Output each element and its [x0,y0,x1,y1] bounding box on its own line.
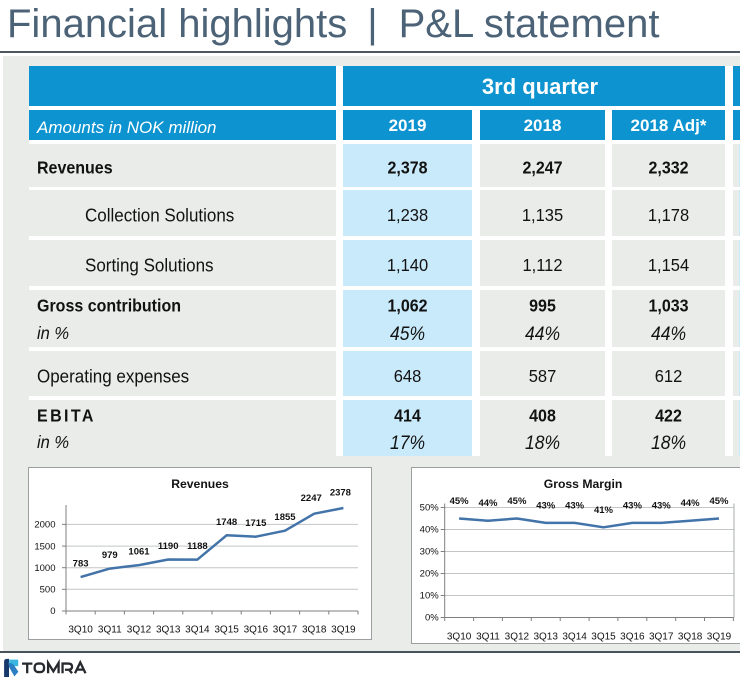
svg-text:3Q18: 3Q18 [302,625,327,636]
svg-text:1855: 1855 [274,512,296,523]
svg-text:3Q16: 3Q16 [244,625,269,636]
svg-text:3Q11: 3Q11 [476,632,500,643]
svg-text:10%: 10% [420,591,440,602]
svg-text:50%: 50% [420,503,440,514]
svg-text:Gross Margin: Gross Margin [544,477,623,491]
svg-text:3Q18: 3Q18 [678,632,703,643]
svg-text:2247: 2247 [301,493,322,504]
svg-text:43%: 43% [652,500,672,511]
svg-text:44%: 44% [681,498,701,509]
svg-text:3Q17: 3Q17 [273,625,298,636]
svg-text:2378: 2378 [330,488,351,499]
svg-text:2000: 2000 [34,520,55,531]
svg-text:Revenues: Revenues [171,477,229,491]
svg-text:500: 500 [40,585,56,596]
svg-text:3Q15: 3Q15 [591,632,616,643]
svg-text:1188: 1188 [187,541,208,552]
svg-text:41%: 41% [594,505,614,516]
svg-text:783: 783 [73,559,89,570]
svg-text:3Q16: 3Q16 [620,632,645,643]
svg-text:40%: 40% [420,525,440,536]
svg-text:0: 0 [50,606,55,617]
svg-text:43%: 43% [623,500,643,511]
svg-text:3Q19: 3Q19 [331,625,356,636]
svg-text:3Q12: 3Q12 [127,625,152,636]
svg-text:979: 979 [102,550,118,561]
svg-text:44%: 44% [478,498,498,509]
svg-text:3Q14: 3Q14 [185,625,210,636]
svg-text:3Q14: 3Q14 [562,632,587,643]
svg-text:3Q10: 3Q10 [68,625,93,636]
svg-text:3Q13: 3Q13 [533,632,558,643]
svg-text:1000: 1000 [34,563,55,574]
svg-text:1190: 1190 [158,541,179,552]
svg-text:0%: 0% [425,613,439,624]
svg-text:3Q19: 3Q19 [707,632,732,643]
svg-text:1748: 1748 [216,517,237,528]
svg-text:1715: 1715 [245,518,267,529]
svg-text:1500: 1500 [34,541,55,552]
svg-text:3Q15: 3Q15 [214,625,239,636]
svg-text:1061: 1061 [128,547,150,558]
svg-text:30%: 30% [420,547,440,558]
svg-text:20%: 20% [420,569,440,580]
svg-text:45%: 45% [450,496,470,507]
svg-text:3Q11: 3Q11 [98,625,122,636]
svg-text:45%: 45% [709,496,729,507]
svg-text:43%: 43% [565,500,585,511]
svg-text:3Q12: 3Q12 [505,632,530,643]
svg-text:3Q10: 3Q10 [447,632,472,643]
svg-text:43%: 43% [536,500,556,511]
svg-text:45%: 45% [507,496,527,507]
svg-text:3Q17: 3Q17 [649,632,674,643]
svg-text:3Q13: 3Q13 [156,625,181,636]
